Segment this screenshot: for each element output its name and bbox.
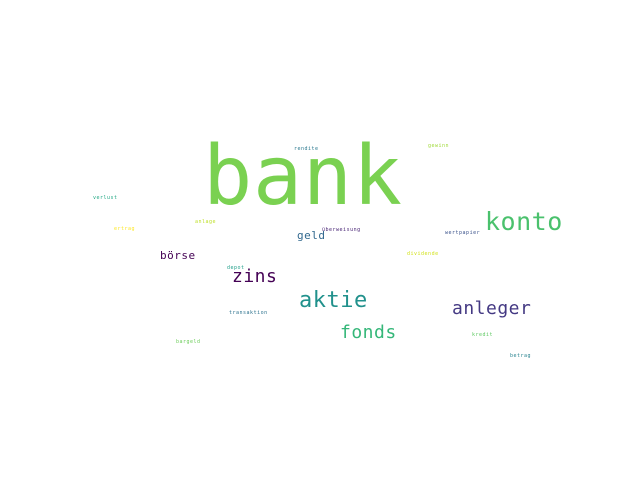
word-konto: konto [485,207,563,236]
word-anleger: anleger [452,298,532,319]
word-wertpapier: wertpapier [445,230,481,236]
word-anlage: anlage [195,219,217,225]
word-verlust: verlust [93,195,118,201]
word-transaktion: transaktion [229,310,268,316]
word-kredit: kredit [472,332,494,338]
word-betrag: betrag [510,353,532,359]
word-depot: depot [227,265,245,271]
word-bargeld: bargeld [176,339,201,345]
word-geld: geld [297,229,326,242]
word-bank: bank [203,129,403,224]
word-aktie: aktie [299,288,368,313]
word-rendite: rendite [294,146,319,152]
word-gewinn: gewinn [428,143,450,149]
word-fonds: fonds [340,322,397,343]
word-zins: zins [232,266,278,287]
word-borse: börse [160,249,196,262]
word-uberweisung: überweisung [322,227,361,233]
word-ertrag: ertrag [114,226,136,232]
word-dividende: dividende [407,251,439,257]
